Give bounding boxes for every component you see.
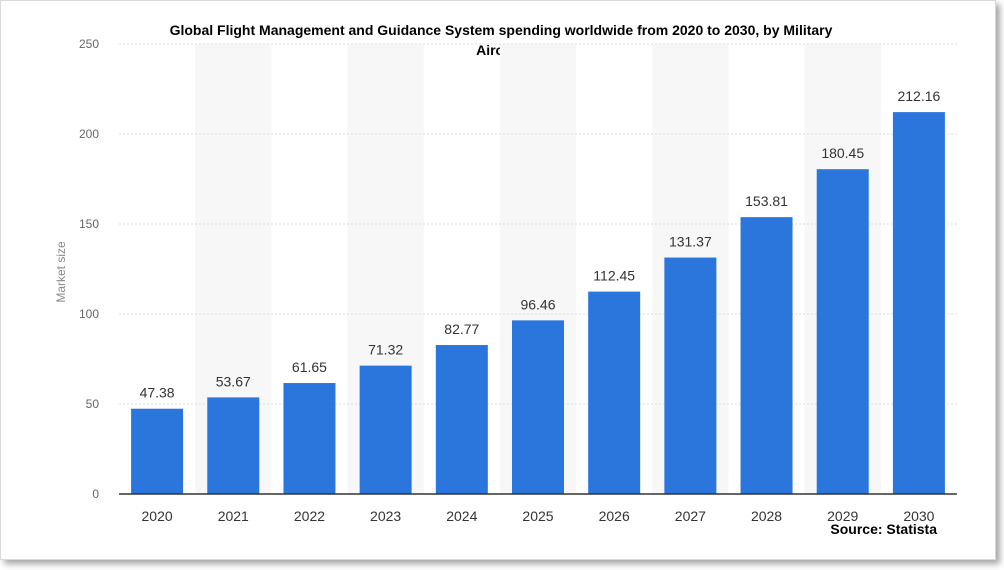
x-tick-label: 2027: [675, 508, 706, 524]
y-tick-label: 250: [79, 37, 99, 51]
data-label: 61.65: [292, 359, 327, 375]
source-note: Source: Statista: [830, 521, 937, 537]
x-tick-label: 2022: [294, 508, 325, 524]
bar: [816, 169, 869, 494]
bar: [512, 320, 564, 494]
data-label: 53.67: [216, 373, 251, 389]
chart-frame: Global Flight Management and Guidance Sy…: [0, 0, 996, 560]
data-label: 180.45: [821, 145, 864, 161]
y-tick-label: 150: [79, 217, 99, 231]
y-tick-label: 100: [79, 307, 99, 321]
bar-chart: 0 50 100 150 200 250 Market size 47.38 2020 53.67…: [54, 37, 957, 524]
y-tick-label: 50: [86, 397, 100, 411]
bar: [435, 345, 488, 494]
y-axis-label: Market size: [54, 241, 68, 303]
x-tick-label: 2024: [446, 508, 477, 524]
data-label: 82.77: [444, 321, 479, 337]
bar: [588, 291, 641, 494]
x-tick-label: 2028: [751, 508, 782, 524]
data-label: 71.32: [368, 342, 403, 358]
data-label: 153.81: [745, 193, 788, 209]
x-tick-label: 2029: [827, 508, 858, 524]
data-label: 47.38: [140, 385, 175, 401]
bar: [131, 408, 184, 494]
bar: [359, 365, 412, 494]
bar: [664, 257, 717, 494]
data-label: 131.37: [669, 234, 712, 250]
bar: [740, 217, 793, 494]
bar: [283, 383, 336, 494]
y-tick-label: 200: [79, 127, 99, 141]
x-tick-label: 2023: [370, 508, 401, 524]
data-label: 96.46: [520, 296, 555, 312]
x-tick-label: 2025: [522, 508, 553, 524]
bar: [207, 397, 260, 494]
y-tick-label: 0: [92, 487, 99, 501]
x-tick-label: 2030: [903, 508, 934, 524]
data-label: 112.45: [593, 268, 635, 284]
x-tick-label: 2026: [599, 508, 630, 524]
x-tick-label: 2020: [142, 508, 173, 524]
bar: [892, 112, 945, 494]
data-label: 212.16: [897, 88, 940, 104]
x-tick-label: 2021: [218, 508, 249, 524]
